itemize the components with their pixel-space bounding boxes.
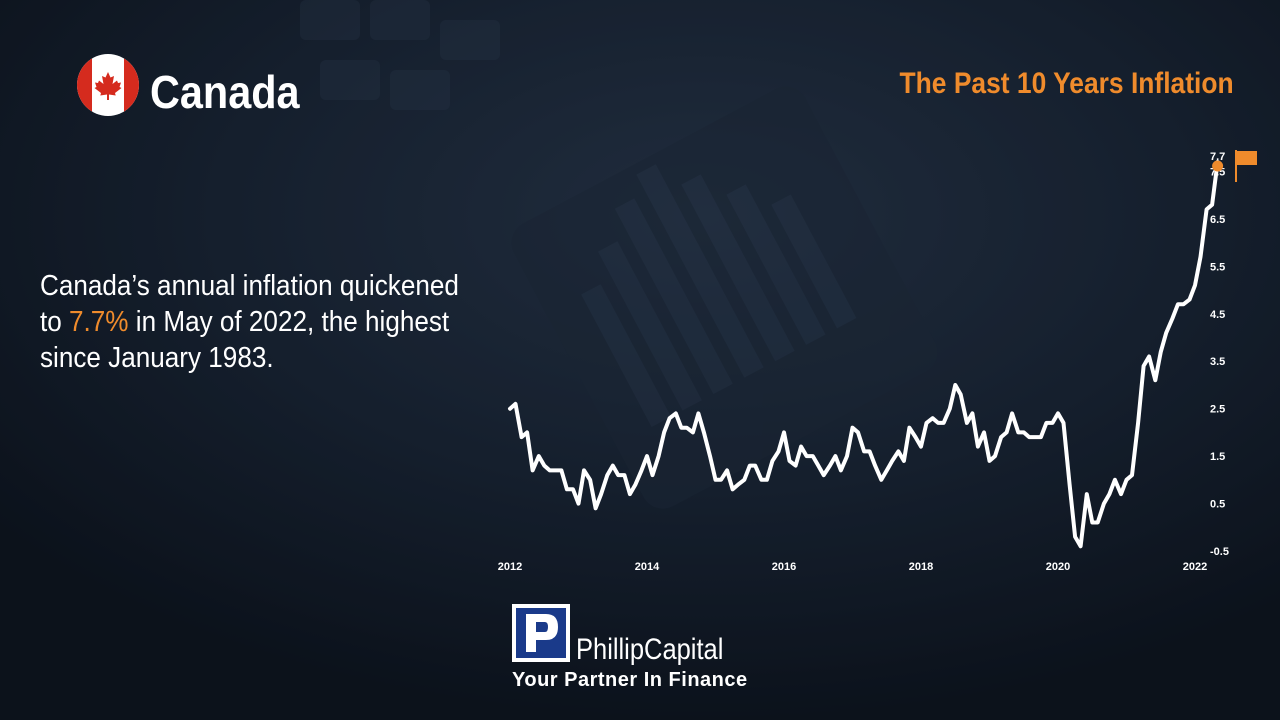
y-tick-label: -0.5 [1210,546,1229,558]
x-tick-label: 2012 [498,561,522,573]
y-tick-label: 4.5 [1210,309,1225,321]
y-axis-ticks: 7.77.56.55.54.53.52.51.50.5-0.5 [1210,151,1229,558]
x-tick-label: 2018 [909,561,933,573]
inflation-highlight: 7.7% [69,306,129,338]
y-tick-label: 2.5 [1210,404,1225,416]
flag-marker-icon [1235,150,1257,182]
country-title: Canada [150,66,300,118]
brand-tagline: Your Partner In Finance [512,669,748,691]
y-tick-label: 3.5 [1210,356,1225,368]
inflation-description: Canada’s annual inflation quickened to 7… [40,268,463,376]
x-tick-label: 2022 [1183,561,1207,573]
x-tick-label: 2016 [772,561,796,573]
y-tick-label: 0.5 [1210,499,1225,511]
y-tick-label: 7.7 [1210,151,1225,163]
brand-name: PhillipCapital [576,633,724,666]
latest-value-point [1212,160,1224,172]
logo-p-icon [512,604,570,662]
x-tick-label: 2020 [1046,561,1070,573]
chart-title: The Past 10 Years Inflation [899,67,1234,100]
plot-area [508,160,1224,549]
y-tick-label: 1.5 [1210,451,1225,463]
y-tick-label: 6.5 [1210,214,1225,226]
description-text-before: Canada’s annual inflation quickened to [40,270,459,338]
y-tick-label: 5.5 [1210,261,1225,273]
x-tick-label: 2014 [635,561,660,573]
x-axis-ticks: 2012 2014 2016 2018 2020 2022 [498,561,1207,573]
phillipcapital-logo: PhillipCapital Your Partner In Finance [512,604,772,694]
description-text-after: in May of 2022, the highest since Januar… [40,306,450,374]
inflation-series-line [508,160,1220,549]
canada-flag-icon [77,54,139,116]
